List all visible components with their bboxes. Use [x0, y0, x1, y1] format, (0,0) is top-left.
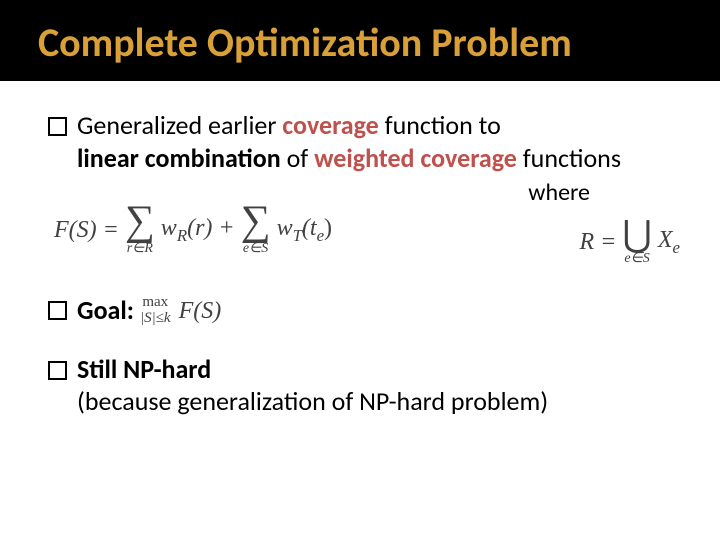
slide-body: Generalized earlier coverage function to…: [0, 81, 720, 418]
bullet-generalized-text: Generalized earlier coverage function to…: [77, 109, 680, 174]
bullet-still: Still NP-hard (because generalization of…: [48, 353, 680, 418]
bullet-generalized: Generalized earlier coverage function to…: [48, 109, 680, 174]
union-icon: ⋃ e∈S: [622, 218, 652, 266]
w1-arg: (r) +: [187, 215, 235, 241]
text-linear-combination: linear combination: [77, 142, 281, 174]
union-sub: e∈S: [624, 252, 649, 266]
bullet-goal: Goal: max |S|≤k F(S): [48, 294, 680, 327]
text-frag: of: [281, 142, 314, 174]
sigma-icon: ∑: [125, 204, 155, 240]
w2-arg-close: ): [324, 215, 332, 241]
still-reason: (because generalization of NP-hard probl…: [77, 385, 548, 417]
bullet-still-text: Still NP-hard (because generalization of…: [77, 353, 680, 418]
formula-lhs: F(S) =: [54, 215, 119, 245]
goal-formula: max |S|≤k F(S): [140, 295, 221, 327]
max-top: max: [142, 295, 168, 311]
max-bot: |S|≤k: [140, 311, 171, 327]
w2-arg: (t: [302, 215, 317, 241]
bigcup-icon: ⋃: [622, 218, 652, 250]
formula-row: F(S) = ∑ r∈R wR(r) + ∑ e∈S wT(te) R = ⋃ …: [48, 204, 680, 266]
w2: w: [277, 215, 293, 241]
np-hard: NP-hard: [123, 353, 211, 385]
side-rhs: Xe: [658, 225, 680, 259]
side-lhs: R =: [579, 227, 616, 257]
w2-sub: T: [293, 226, 302, 245]
goal-label: Goal:: [77, 294, 134, 327]
goal-fs: F(S): [179, 296, 222, 326]
text-weighted-coverage: weighted coverage: [314, 142, 517, 174]
sum-icon: ∑ e∈S: [241, 204, 271, 256]
bullet-box-icon: [48, 301, 67, 320]
sigma-icon: ∑: [241, 204, 271, 240]
w1-sub: R: [177, 226, 187, 245]
sum2-sub: e∈S: [243, 242, 268, 256]
X-sub: e: [673, 238, 680, 257]
w1: w: [161, 215, 177, 241]
text-frag: Generalized earlier: [77, 109, 282, 141]
text-frag: functions: [517, 142, 621, 174]
X: X: [658, 227, 673, 253]
text-coverage: coverage: [282, 109, 378, 141]
sum-icon: ∑ r∈R: [125, 204, 155, 256]
term2: wT(te): [277, 213, 332, 247]
max-block: max |S|≤k: [140, 295, 171, 327]
slide-title: Complete Optimization Problem: [0, 18, 720, 67]
formula-side: R = ⋃ e∈S Xe: [579, 218, 680, 266]
term1: wR(r) +: [161, 213, 235, 247]
bullet-box-icon: [48, 361, 67, 380]
text-frag: function to: [379, 109, 501, 141]
formula-main: F(S) = ∑ r∈R wR(r) + ∑ e∈S wT(te): [48, 204, 332, 256]
w2-arg-sub: e: [317, 226, 324, 245]
bullet-box-icon: [48, 117, 67, 136]
still-label: Still: [77, 353, 123, 385]
sum1-sub: r∈R: [127, 242, 153, 256]
title-bar: Complete Optimization Problem: [0, 0, 720, 81]
